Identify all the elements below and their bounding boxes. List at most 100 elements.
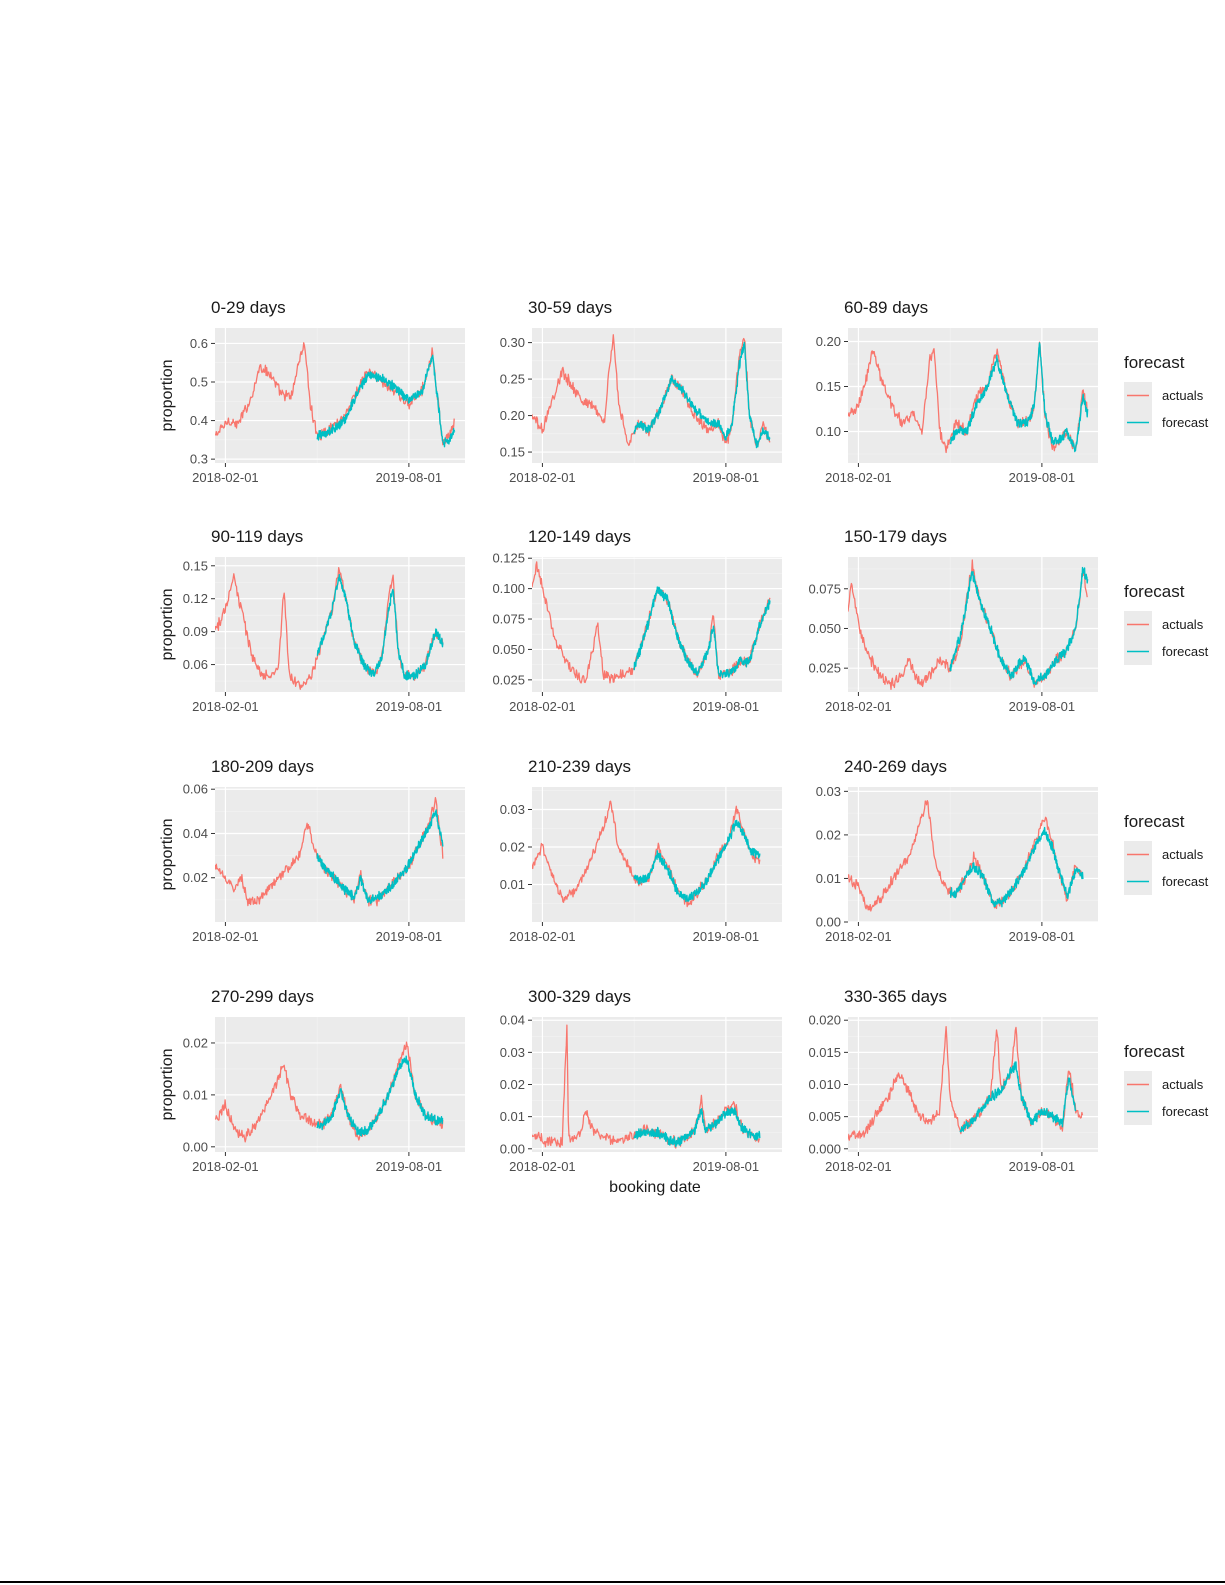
page-bottom-rule bbox=[0, 1581, 1225, 1583]
legend-label-actuals: actuals bbox=[1162, 388, 1204, 403]
legend: forecast actuals forecast bbox=[1124, 353, 1209, 436]
x-tick-label: 2019-08-01 bbox=[1009, 699, 1076, 714]
x-tick-label: 2019-08-01 bbox=[693, 470, 760, 485]
y-tick-label: 0.20 bbox=[816, 334, 841, 349]
y-tick-label: 0.02 bbox=[500, 1077, 525, 1092]
series-line-actuals bbox=[215, 342, 455, 446]
series-line-actuals bbox=[848, 799, 1083, 912]
y-tick-label: 0.04 bbox=[500, 1013, 525, 1028]
y-tick-label: 0.06 bbox=[183, 782, 208, 797]
series-line-forecast bbox=[316, 809, 444, 905]
facet-panel: 150-179 days 0.025 0.050 0.075 2018-02-01 201… bbox=[808, 527, 1098, 714]
legend-label-forecast: forecast bbox=[1162, 415, 1209, 430]
x-tick-label: 2018-02-01 bbox=[825, 699, 892, 714]
x-tick-label: 2019-08-01 bbox=[693, 1159, 760, 1174]
y-tick-label: 0.03 bbox=[816, 784, 841, 799]
x-tick-label: 2019-08-01 bbox=[1009, 1159, 1076, 1174]
y-tick-label: 0.12 bbox=[183, 591, 208, 606]
y-tick-label: 0.00 bbox=[816, 915, 841, 930]
series-line-forecast bbox=[316, 574, 444, 681]
y-axis-title: proportion bbox=[159, 1048, 176, 1120]
legend: forecast actuals forecast bbox=[1124, 812, 1209, 895]
x-tick-label: 2018-02-01 bbox=[509, 929, 576, 944]
y-axis-title: proportion bbox=[159, 359, 176, 431]
facet-panel: 0-29 days 0.3 0.4 0.5 0.6 2018-02-01 2019-08-0… bbox=[159, 298, 465, 485]
facet-title: 270-299 days bbox=[211, 987, 314, 1006]
y-tick-label: 0.09 bbox=[183, 624, 208, 639]
y-tick-label: 0.25 bbox=[500, 372, 525, 387]
legend-label-forecast: forecast bbox=[1162, 644, 1209, 659]
x-tick-label: 2018-02-01 bbox=[192, 929, 259, 944]
x-tick-label: 2018-02-01 bbox=[192, 470, 259, 485]
y-tick-label: 0.075 bbox=[492, 612, 525, 627]
facet-panel: 300-329 days 0.00 0.01 0.02 0.03 0.04 2018-02-… bbox=[500, 987, 782, 1174]
legend: forecast actuals forecast bbox=[1124, 582, 1209, 665]
y-tick-label: 0.10 bbox=[816, 424, 841, 439]
series-line-forecast bbox=[633, 819, 761, 903]
y-tick-label: 0.04 bbox=[183, 826, 208, 841]
series-line-forecast bbox=[316, 354, 456, 448]
series-line-forecast bbox=[633, 1107, 761, 1148]
y-tick-label: 0.010 bbox=[808, 1077, 841, 1092]
y-tick-label: 0.03 bbox=[500, 1045, 525, 1060]
facet-title: 0-29 days bbox=[211, 298, 286, 317]
legend-label-actuals: actuals bbox=[1162, 1077, 1204, 1092]
x-tick-label: 2018-02-01 bbox=[192, 699, 259, 714]
facet-panel: 240-269 days 0.00 0.01 0.02 0.03 2018-02-01 20… bbox=[816, 757, 1098, 944]
series-line-forecast bbox=[959, 1061, 1077, 1133]
y-tick-label: 0.15 bbox=[183, 558, 208, 573]
facet-title: 120-149 days bbox=[528, 527, 631, 546]
series-line-forecast bbox=[949, 826, 1084, 908]
x-tick-label: 2018-02-01 bbox=[509, 699, 576, 714]
y-tick-label: 0.4 bbox=[190, 413, 208, 428]
x-tick-label: 2018-02-01 bbox=[509, 470, 576, 485]
x-tick-label: 2019-08-01 bbox=[376, 699, 443, 714]
y-tick-label: 0.01 bbox=[816, 871, 841, 886]
facet-title: 30-59 days bbox=[528, 298, 612, 317]
y-tick-label: 0.005 bbox=[808, 1109, 841, 1124]
y-axis-title: proportion bbox=[159, 588, 176, 660]
y-tick-label: 0.01 bbox=[183, 1087, 208, 1102]
y-tick-label: 0.02 bbox=[500, 840, 525, 855]
y-tick-label: 0.02 bbox=[183, 1035, 208, 1050]
y-tick-label: 0.125 bbox=[492, 551, 525, 566]
x-tick-label: 2018-02-01 bbox=[825, 1159, 892, 1174]
y-tick-label: 0.100 bbox=[492, 581, 525, 596]
x-tick-label: 2019-08-01 bbox=[693, 699, 760, 714]
y-tick-label: 0.02 bbox=[816, 827, 841, 842]
x-tick-label: 2018-02-01 bbox=[825, 929, 892, 944]
y-tick-label: 0.01 bbox=[500, 877, 525, 892]
facet-title: 210-239 days bbox=[528, 757, 631, 776]
x-axis-title: booking date bbox=[609, 1179, 701, 1196]
y-tick-label: 0.015 bbox=[808, 1045, 841, 1060]
facet-title: 180-209 days bbox=[211, 757, 314, 776]
facet-panel: 30-59 days 0.15 0.20 0.25 0.30 2018-02-01 2019… bbox=[500, 298, 782, 485]
legend: forecast actuals forecast bbox=[1124, 1042, 1209, 1125]
series-line-forecast bbox=[316, 1055, 444, 1137]
legend-label-forecast: forecast bbox=[1162, 874, 1209, 889]
series-line-forecast bbox=[633, 586, 771, 679]
y-tick-label: 0.15 bbox=[500, 445, 525, 460]
y-tick-label: 0.30 bbox=[500, 335, 525, 350]
x-tick-label: 2019-08-01 bbox=[693, 929, 760, 944]
series-line-forecast bbox=[633, 341, 771, 449]
y-tick-label: 0.3 bbox=[190, 452, 208, 467]
y-tick-label: 0.025 bbox=[492, 672, 525, 687]
y-tick-label: 0.01 bbox=[500, 1109, 525, 1124]
legend-title: forecast bbox=[1124, 582, 1185, 601]
panel-background bbox=[215, 328, 465, 463]
y-tick-label: 0.050 bbox=[808, 621, 841, 636]
legend-title: forecast bbox=[1124, 812, 1185, 831]
legend-label-actuals: actuals bbox=[1162, 847, 1204, 862]
y-axis-title: proportion bbox=[159, 818, 176, 890]
y-tick-label: 0.03 bbox=[500, 802, 525, 817]
y-tick-label: 0.5 bbox=[190, 375, 208, 390]
y-tick-label: 0.02 bbox=[183, 870, 208, 885]
x-tick-label: 2019-08-01 bbox=[1009, 929, 1076, 944]
y-tick-label: 0.020 bbox=[808, 1013, 841, 1028]
y-tick-label: 0.00 bbox=[500, 1141, 525, 1156]
x-tick-label: 2019-08-01 bbox=[1009, 470, 1076, 485]
y-tick-label: 0.050 bbox=[492, 642, 525, 657]
facet-panel: 210-239 days 0.01 0.02 0.03 2018-02-01 2019-0… bbox=[500, 757, 782, 944]
